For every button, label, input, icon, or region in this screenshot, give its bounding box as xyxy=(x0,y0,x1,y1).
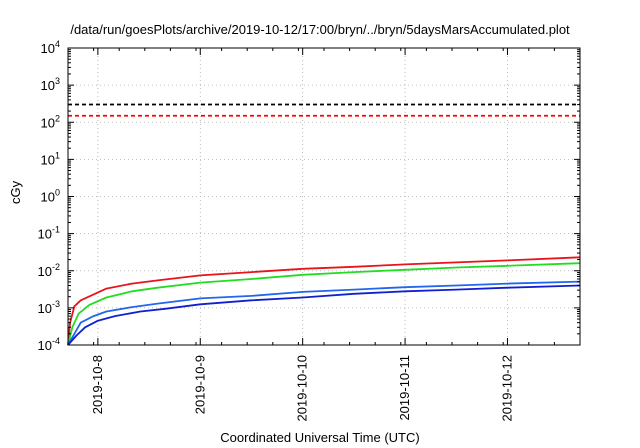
x-tick-label: 2019-10-12 xyxy=(499,355,514,422)
y-tick-label: 10-3 xyxy=(38,299,60,316)
y-tick-label: 102 xyxy=(41,113,60,130)
y-tick-label: 100 xyxy=(41,188,60,205)
y-tick-label: 104 xyxy=(41,39,60,56)
axis-ticks xyxy=(67,47,581,346)
y-tick-label: 101 xyxy=(41,150,60,167)
y-tick-label: 10-4 xyxy=(38,336,60,353)
chart-title: /data/run/goesPlots/archive/2019-10-12/1… xyxy=(70,22,570,37)
series-line xyxy=(67,284,581,346)
x-tick-label: 2019-10-10 xyxy=(295,355,310,422)
x-tick-labels: 2019-10-8 2019-10-9 2019-10-10 2019-10-11 20… xyxy=(90,355,515,422)
series-line xyxy=(67,280,581,346)
data-series xyxy=(67,256,581,346)
x-tick-label: 2019-10-9 xyxy=(192,355,207,414)
y-tick-label: 10-2 xyxy=(38,262,60,279)
y-tick-label: 10-1 xyxy=(38,225,60,242)
series-line xyxy=(67,256,581,346)
x-tick-label: 2019-10-11 xyxy=(397,355,412,421)
y-tick-labels: 10-4 10-3 10-2 10-1 100 101 102 103 104 xyxy=(38,39,60,353)
series-line xyxy=(67,262,581,346)
grid-lines xyxy=(68,48,580,345)
x-axis-label: Coordinated Universal Time (UTC) xyxy=(220,430,420,445)
reference-lines xyxy=(68,103,580,117)
x-tick-label: 2019-10-8 xyxy=(90,355,105,414)
y-tick-label: 103 xyxy=(41,76,60,93)
